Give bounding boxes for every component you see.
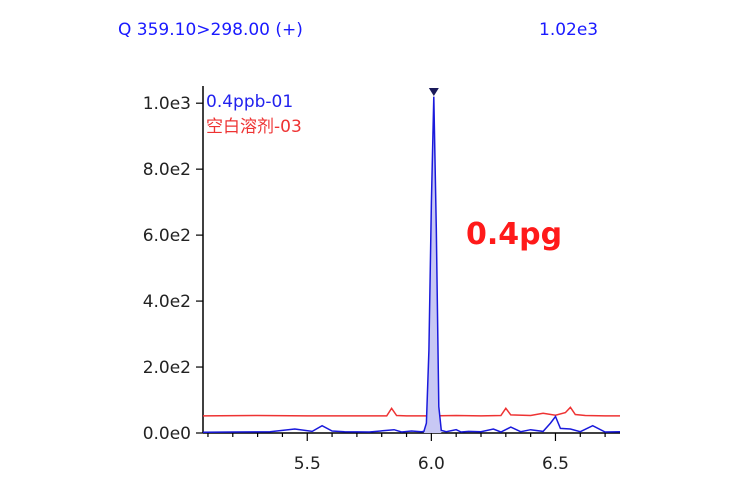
- y-tick-label: 1.0e3: [143, 94, 191, 114]
- peak-marker-icon: [428, 88, 439, 96]
- y-tick-label: 6.0e2: [143, 226, 191, 246]
- x-tick-label: 6.5: [542, 454, 569, 474]
- legend-entry: 空白溶剂-03: [206, 117, 302, 137]
- x-tick-label: 5.5: [294, 454, 321, 474]
- series-layer: [202, 88, 621, 434]
- chart-header-intensity: 1.02e3: [539, 20, 599, 40]
- y-tick-label: 0.0e0: [143, 424, 191, 444]
- y-tick-label: 2.0e2: [143, 358, 191, 378]
- peak-area: [423, 96, 442, 433]
- legend: 0.4ppb-01 空白溶剂-03: [206, 92, 302, 137]
- y-tick-label: 8.0e2: [143, 160, 191, 180]
- series-line-1: [202, 96, 621, 434]
- plot-axes: 0.0e0 2.0e2 4.0e2 6.0e2 8.0e2 1.0e3 5.5 6.0 6.5: [143, 86, 620, 474]
- annotation-label: 0.4pg: [466, 217, 562, 252]
- annotations: 0.4pg: [466, 217, 562, 252]
- series-line-2: [202, 406, 620, 417]
- y-tick-label: 4.0e2: [143, 292, 191, 312]
- chart-header-channel: Q 359.10>298.00 (+): [118, 20, 303, 40]
- x-tick-label: 6.0: [418, 454, 445, 474]
- legend-entry: 0.4ppb-01: [206, 92, 293, 112]
